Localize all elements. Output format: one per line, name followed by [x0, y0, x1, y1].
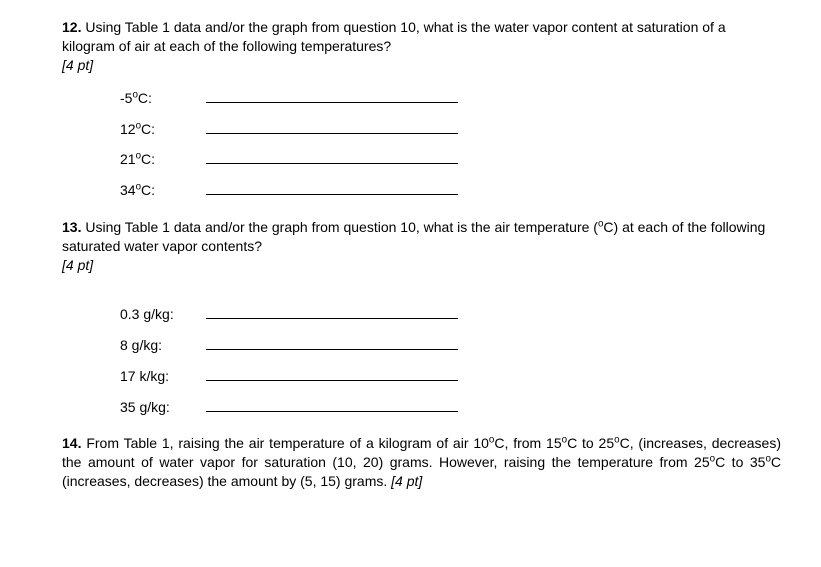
question-12-prompt: 12. Using Table 1 data and/or the graph … [62, 18, 781, 75]
question-13-responses: 0.3 g/kg: 8 g/kg: 17 k/kg: 35 g/kg: [120, 305, 781, 417]
question-13-text: Using Table 1 data and/or the graph from… [62, 219, 765, 254]
question-13: 13. Using Table 1 data and/or the graph … [62, 218, 781, 416]
response-blank-input[interactable] [206, 120, 458, 134]
response-row: 35 g/kg: [120, 398, 781, 417]
question-13-prompt: 13. Using Table 1 data and/or the graph … [62, 218, 781, 275]
question-12: 12. Using Table 1 data and/or the graph … [62, 18, 781, 200]
question-12-text: Using Table 1 data and/or the graph from… [62, 19, 726, 54]
response-row: 21oC: [120, 150, 781, 169]
response-label: 21oC: [120, 150, 202, 169]
question-14: 14. From Table 1, raising the air temper… [62, 434, 781, 491]
question-14-points: [4 pt] [391, 473, 422, 489]
question-12-responses: -5oC: 12oC: 21oC: 34oC: [120, 89, 781, 201]
response-blank-input[interactable] [206, 181, 458, 195]
response-label: 17 k/kg: [120, 367, 202, 386]
question-13-points: [4 pt] [62, 257, 93, 273]
question-14-number: 14. [62, 435, 81, 451]
response-row: 34oC: [120, 181, 781, 200]
question-14-prompt: 14. From Table 1, raising the air temper… [62, 434, 781, 491]
response-blank-input[interactable] [206, 305, 458, 319]
response-blank-input[interactable] [206, 89, 458, 103]
response-label: 35 g/kg: [120, 398, 202, 417]
response-row: 12oC: [120, 120, 781, 139]
response-row: -5oC: [120, 89, 781, 108]
response-row: 8 g/kg: [120, 336, 781, 355]
response-blank-input[interactable] [206, 336, 458, 350]
response-label: -5oC: [120, 89, 202, 108]
response-row: 17 k/kg: [120, 367, 781, 386]
question-12-points: [4 pt] [62, 57, 93, 73]
question-12-number: 12. [62, 19, 81, 35]
response-label: 34oC: [120, 181, 202, 200]
response-label: 12oC: [120, 120, 202, 139]
response-label: 0.3 g/kg: [120, 305, 202, 324]
response-blank-input[interactable] [206, 367, 458, 381]
response-blank-input[interactable] [206, 150, 458, 164]
question-13-number: 13. [62, 219, 81, 235]
response-row: 0.3 g/kg: [120, 305, 781, 324]
response-blank-input[interactable] [206, 398, 458, 412]
response-label: 8 g/kg: [120, 336, 202, 355]
